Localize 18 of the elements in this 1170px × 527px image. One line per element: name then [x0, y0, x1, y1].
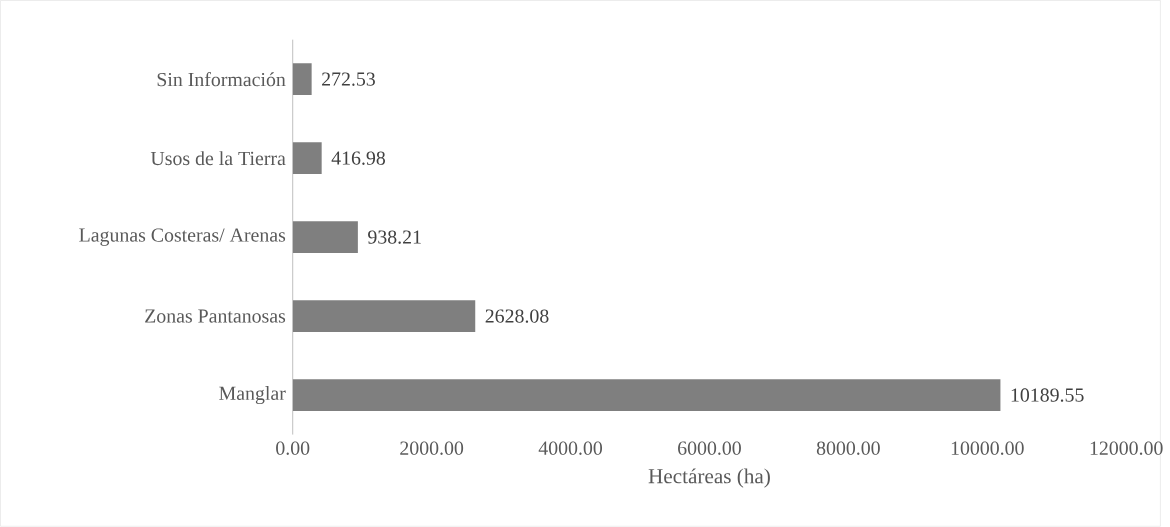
data-label: 2628.08	[485, 309, 549, 323]
x-tick-label: 8000.00	[816, 441, 880, 456]
y-tick-label: Usos de la Tierra	[150, 151, 286, 166]
y-tick-label: Sin Información	[157, 72, 286, 87]
x-tick-label: 12000.00	[1090, 441, 1163, 456]
x-tick-label: 6000.00	[678, 441, 741, 456]
x-tick-label: 10000.00	[951, 441, 1024, 456]
x-tick-label: 2000.00	[400, 441, 464, 456]
data-label: 10189.55	[1011, 388, 1084, 402]
data-label: 416.98	[331, 151, 386, 165]
data-label: 272.53	[322, 72, 375, 86]
x-axis-title: Hectáreas (ha)	[648, 468, 770, 488]
y-tick-label: Zonas Pantanosas	[145, 309, 286, 323]
x-tick-label: 0.00	[276, 441, 310, 456]
x-tick-label: 4000.00	[538, 441, 603, 456]
y-tick-label: Manglar	[219, 386, 286, 405]
data-label: 938.21	[368, 230, 421, 244]
y-tick-label: Lagunas Costeras/ Arenas	[79, 228, 286, 246]
